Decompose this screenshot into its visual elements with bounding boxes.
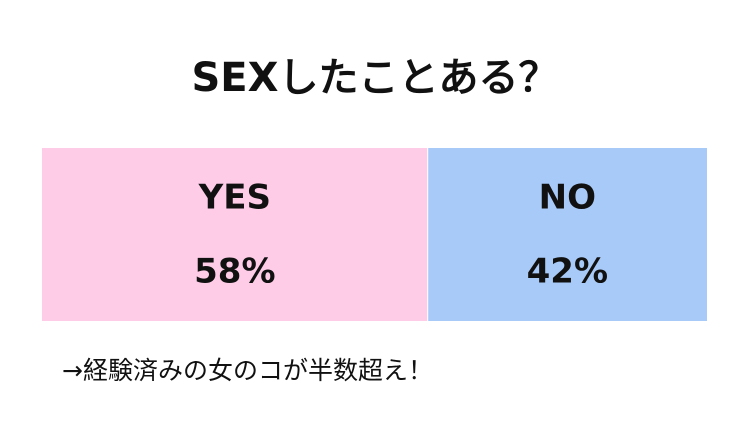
value-label: 42% [527, 252, 608, 292]
segment-label: NO [539, 178, 596, 218]
annotation: →経験済みの女のコが半数超え！ [62, 356, 433, 385]
segment-label: YES [198, 178, 271, 218]
bar-segment [427, 148, 707, 321]
chart-title: SEXしたことある？ [192, 55, 559, 101]
value-label: 58% [194, 252, 275, 292]
bar-segment [42, 148, 428, 321]
